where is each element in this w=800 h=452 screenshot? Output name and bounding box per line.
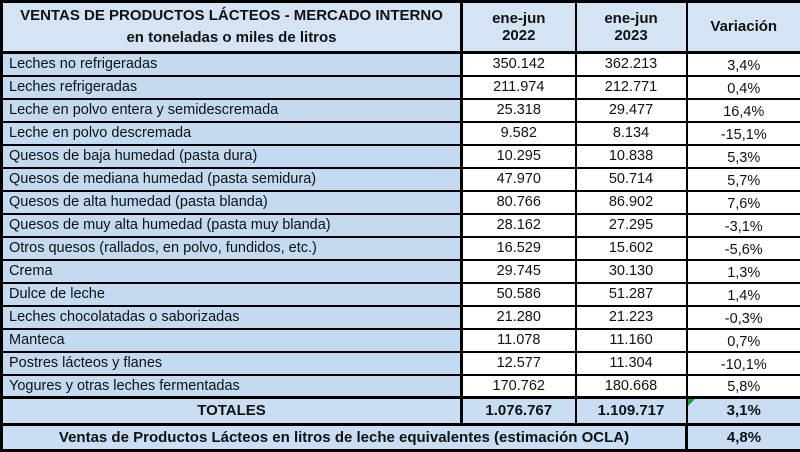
value-2023-cell: 10.838 (574, 143, 688, 169)
variacion-cell: 16,4% (685, 97, 800, 123)
product-name-cell: Quesos de muy alta humedad (pasta muy bl… (0, 212, 463, 238)
column-header-2022: ene-jun 2022 (460, 0, 577, 54)
product-name-cell: Leche en polvo descremada (0, 120, 463, 146)
variacion-cell: 1,4% (685, 281, 800, 307)
value-2022-cell: 10.295 (460, 143, 577, 169)
value-2023-cell: 180.668 (574, 373, 688, 399)
product-name-cell: Crema (0, 258, 463, 284)
value-2023-cell: 362.213 (574, 51, 688, 77)
footer-label: Ventas de Productos Lácteos en litros de… (0, 423, 688, 452)
table-row: Leche en polvo entera y semidescremada 2… (0, 97, 800, 123)
product-name-cell: Dulce de leche (0, 281, 463, 307)
column-header-2023: ene-jun 2023 (574, 0, 688, 54)
value-2022-cell: 211.974 (460, 74, 577, 100)
value-2023-cell: 51.287 (574, 281, 688, 307)
product-name-cell: Leches no refrigeradas (0, 51, 463, 77)
variacion-cell: -10,1% (685, 350, 800, 376)
product-name-cell: Manteca (0, 327, 463, 353)
variacion-cell: -3,1% (685, 212, 800, 238)
table-title: VENTAS DE PRODUCTOS LÁCTEOS - MERCADO IN… (20, 7, 443, 25)
value-2023-cell: 21.223 (574, 304, 688, 330)
footer-variacion: 4,8% (685, 423, 800, 452)
variacion-cell: -0,3% (685, 304, 800, 330)
value-2022-cell: 47.970 (460, 166, 577, 192)
table-row: Quesos de baja humedad (pasta dura) 10.2… (0, 143, 800, 169)
table-row: Quesos de mediana humedad (pasta semidur… (0, 166, 800, 192)
value-2022-cell: 12.577 (460, 350, 577, 376)
value-2022-cell: 50.586 (460, 281, 577, 307)
table-row: Leches refrigeradas 211.974 212.771 0,4% (0, 74, 800, 100)
table-row: Leches no refrigeradas 350.142 362.213 3… (0, 51, 800, 77)
value-2022-cell: 21.280 (460, 304, 577, 330)
value-2023-cell: 30.130 (574, 258, 688, 284)
table-subtitle: en toneladas o miles de litros (126, 28, 337, 46)
table-row: Crema 29.745 30.130 1,3% (0, 258, 800, 284)
value-2023-cell: 11.304 (574, 350, 688, 376)
table-row: Leche en polvo descremada 9.582 8.134 -1… (0, 120, 800, 146)
column-header-variacion: Variación (685, 0, 800, 54)
table-title-cell: VENTAS DE PRODUCTOS LÁCTEOS - MERCADO IN… (0, 0, 463, 54)
totals-2023: 1.109.717 (574, 396, 688, 426)
value-2022-cell: 11.078 (460, 327, 577, 353)
table-row: Quesos de muy alta humedad (pasta muy bl… (0, 212, 800, 238)
variacion-cell: 5,7% (685, 166, 800, 192)
totals-label: TOTALES (0, 396, 463, 426)
value-2023-cell: 15.602 (574, 235, 688, 261)
value-2023-cell: 29.477 (574, 97, 688, 123)
variacion-cell: 7,6% (685, 189, 800, 215)
product-name-cell: Quesos de mediana humedad (pasta semidur… (0, 166, 463, 192)
table-row: Leches chocolatadas o saborizadas 21.280… (0, 304, 800, 330)
variacion-cell: 3,4% (685, 51, 800, 77)
variacion-cell: -15,1% (685, 120, 800, 146)
product-name-cell: Yogures y otras leches fermentadas (0, 373, 463, 399)
value-2023-cell: 8.134 (574, 120, 688, 146)
variacion-cell: 5,3% (685, 143, 800, 169)
value-2022-cell: 170.762 (460, 373, 577, 399)
value-2022-cell: 16.529 (460, 235, 577, 261)
product-name-cell: Leches chocolatadas o saborizadas (0, 304, 463, 330)
totals-variacion: 3,1% (685, 396, 800, 426)
variacion-cell: -5,6% (685, 235, 800, 261)
product-name-cell: Quesos de baja humedad (pasta dura) (0, 143, 463, 169)
product-name-cell: Quesos de alta humedad (pasta blanda) (0, 189, 463, 215)
value-2022-cell: 25.318 (460, 97, 577, 123)
table-row: Manteca 11.078 11.160 0,7% (0, 327, 800, 353)
value-2022-cell: 350.142 (460, 51, 577, 77)
value-2022-cell: 80.766 (460, 189, 577, 215)
value-2022-cell: 9.582 (460, 120, 577, 146)
value-2023-cell: 212.771 (574, 74, 688, 100)
value-2022-cell: 28.162 (460, 212, 577, 238)
table-row: Otros quesos (rallados, en polvo, fundid… (0, 235, 800, 261)
footer-row: Ventas de Productos Lácteos en litros de… (0, 423, 800, 452)
variacion-cell: 5,8% (685, 373, 800, 399)
value-2023-cell: 50.714 (574, 166, 688, 192)
table-row: Postres lácteos y flanes 12.577 11.304 -… (0, 350, 800, 376)
header-row: VENTAS DE PRODUCTOS LÁCTEOS - MERCADO IN… (0, 0, 800, 54)
excel-error-indicator-icon (688, 400, 695, 407)
variacion-cell: 0,4% (685, 74, 800, 100)
variacion-cell: 0,7% (685, 327, 800, 353)
product-name-cell: Postres lácteos y flanes (0, 350, 463, 376)
table-row: Dulce de leche 50.586 51.287 1,4% (0, 281, 800, 307)
product-name-cell: Leche en polvo entera y semidescremada (0, 97, 463, 123)
value-2023-cell: 11.160 (574, 327, 688, 353)
product-name-cell: Otros quesos (rallados, en polvo, fundid… (0, 235, 463, 261)
value-2022-cell: 29.745 (460, 258, 577, 284)
value-2023-cell: 27.295 (574, 212, 688, 238)
table-row: Quesos de alta humedad (pasta blanda) 80… (0, 189, 800, 215)
product-name-cell: Leches refrigeradas (0, 74, 463, 100)
value-2023-cell: 86.902 (574, 189, 688, 215)
totals-2022: 1.076.767 (460, 396, 577, 426)
totals-row: TOTALES 1.076.767 1.109.717 3,1% (0, 396, 800, 426)
table-row: Yogures y otras leches fermentadas 170.7… (0, 373, 800, 399)
variacion-cell: 1,3% (685, 258, 800, 284)
